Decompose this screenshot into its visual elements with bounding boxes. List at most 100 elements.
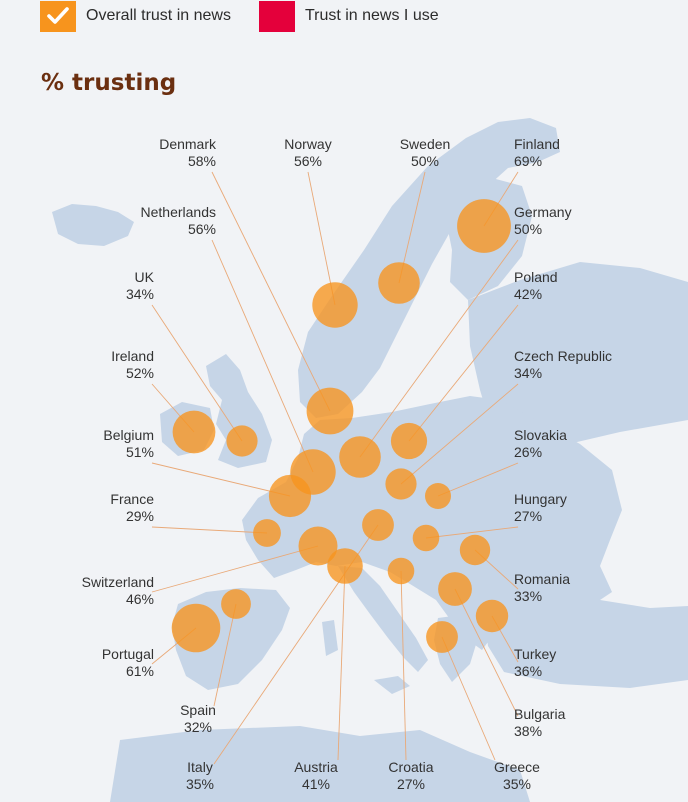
country-label-ireland: Ireland 52% [24, 348, 154, 382]
legend-item-trust-news-i-use[interactable]: Trust in news I use [258, 0, 439, 32]
bubble-romania[interactable] [459, 534, 491, 566]
bubble-croatia[interactable] [387, 557, 415, 585]
bubble-sweden[interactable] [378, 262, 420, 304]
country-value: 34% [514, 365, 543, 381]
country-value: 35% [185, 776, 215, 792]
leader-line-hungary [425, 526, 519, 539]
country-label-hungary: Hungary 27% [514, 491, 644, 525]
bubble-germany[interactable] [339, 436, 381, 478]
country-value: 50% [410, 153, 440, 169]
country-name: Croatia [388, 759, 434, 775]
bubble-poland[interactable] [390, 422, 428, 460]
country-name: Slovakia [514, 427, 567, 443]
bubble-czech-republic[interactable] [385, 468, 417, 500]
country-name: Poland [514, 269, 558, 285]
country-value: 34% [125, 286, 154, 302]
bubble-austria[interactable] [327, 548, 363, 584]
country-label-netherlands: Netherlands 56% [86, 204, 217, 238]
leader-line-uk [151, 304, 243, 442]
bubble-belgium[interactable] [268, 474, 312, 518]
country-value: 32% [183, 719, 213, 735]
country-value: 38% [514, 723, 543, 739]
leader-line-germany [359, 239, 519, 458]
bubble-italy[interactable] [362, 509, 394, 541]
country-value: 50% [514, 221, 543, 237]
country-label-switzerland: Switzerland 46% [24, 574, 154, 608]
bubble-switzerland[interactable] [298, 526, 338, 566]
country-label-romania: Romania 33% [514, 571, 644, 605]
chart-title: % trusting [41, 70, 177, 96]
country-label-italy: Italy 35% [135, 759, 265, 793]
country-value: 26% [514, 444, 543, 460]
legend-swatch-overall-trust[interactable] [40, 0, 76, 32]
country-name: Switzerland [81, 574, 154, 590]
leader-line-greece [441, 636, 496, 761]
country-name: Portugal [101, 646, 154, 662]
country-label-bulgaria: Bulgaria 38% [514, 706, 644, 740]
leader-lines [151, 171, 519, 765]
country-value: 51% [125, 444, 154, 460]
country-name: Romania [514, 571, 571, 587]
leader-line-austria [337, 565, 346, 761]
bubble-norway[interactable] [312, 282, 358, 328]
country-value: 52% [125, 365, 154, 381]
country-label-slovakia: Slovakia 26% [514, 427, 644, 461]
country-name: Bulgaria [514, 706, 566, 722]
country-name: Finland [514, 136, 560, 152]
legend-swatch-trust-news-i-use[interactable] [258, 0, 295, 32]
bubble-spain[interactable] [221, 589, 251, 619]
legend: Overall trust in news Trust in news I us… [40, 0, 467, 32]
bubble-finland[interactable] [457, 199, 511, 253]
bubble-denmark[interactable] [306, 387, 354, 435]
country-name: Belgium [103, 427, 154, 443]
bubble-slovakia[interactable] [425, 483, 451, 509]
country-value: 35% [502, 776, 532, 792]
country-name: France [110, 491, 154, 507]
legend-item-overall-trust[interactable]: Overall trust in news [40, 0, 231, 32]
bubble-greece[interactable] [426, 621, 458, 653]
country-label-portugal: Portugal 61% [24, 646, 154, 680]
country-value: 58% [187, 153, 216, 169]
country-label-denmark: Denmark 58% [86, 136, 216, 170]
country-label-greece: Greece 35% [452, 759, 582, 793]
country-value: 27% [514, 508, 543, 524]
country-label-spain: Spain 32% [133, 702, 263, 736]
country-label-sweden: Sweden 50% [360, 136, 490, 170]
bubble-bulgaria[interactable] [438, 572, 472, 606]
country-label-turkey: Turkey 36% [514, 646, 644, 680]
leader-line-belgium [151, 462, 291, 497]
leader-line-czech-republic [400, 383, 519, 485]
checkmark-icon [47, 7, 69, 24]
leader-line-croatia [400, 570, 407, 761]
country-name: Netherlands [140, 204, 217, 220]
bubble-portugal[interactable] [171, 603, 221, 653]
country-name: Italy [187, 759, 213, 775]
country-label-poland: Poland 42% [514, 269, 644, 303]
country-label-uk: UK 34% [24, 269, 154, 303]
bubbles [171, 199, 511, 653]
bubble-uk[interactable] [226, 425, 258, 457]
country-label-norway: Norway 56% [243, 136, 373, 170]
bubble-france[interactable] [253, 519, 281, 547]
bubble-hungary[interactable] [412, 524, 440, 552]
country-label-belgium: Belgium 51% [24, 427, 154, 461]
country-value: 29% [125, 508, 154, 524]
country-label-czech-republic: Czech Republic 34% [514, 348, 644, 382]
country-name: Ireland [111, 348, 154, 364]
country-label-austria: Austria 41% [251, 759, 381, 793]
country-name: Germany [514, 204, 572, 220]
bubble-turkey[interactable] [475, 599, 509, 633]
leader-line-switzerland [151, 545, 319, 593]
country-label-germany: Germany 50% [514, 204, 644, 238]
leader-line-denmark [211, 171, 331, 412]
country-name: Turkey [514, 646, 557, 662]
legend-label-overall-trust: Overall trust in news [86, 7, 231, 24]
country-value: 69% [514, 153, 543, 169]
country-value: 41% [301, 776, 331, 792]
country-value: 27% [396, 776, 426, 792]
country-label-croatia: Croatia 27% [346, 759, 476, 793]
bubble-ireland[interactable] [172, 410, 216, 454]
leader-line-france [151, 526, 268, 534]
country-value: 36% [514, 663, 543, 679]
